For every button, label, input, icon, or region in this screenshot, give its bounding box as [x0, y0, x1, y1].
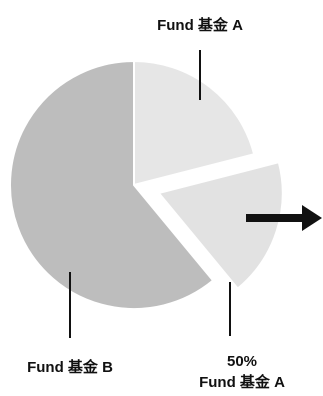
- slice-labels: Fund 基金 A 50% Fund 基金 A Fund 基金 B: [27, 16, 285, 391]
- leader-lines: [69, 50, 231, 338]
- slice-label: Fund 基金 A: [157, 16, 243, 34]
- arrow-shaft: [246, 214, 304, 222]
- pie-slice: [156, 160, 284, 290]
- arrow-head: [302, 205, 322, 231]
- slice-data-label: 50%: [227, 353, 257, 370]
- pie-slices: [9, 59, 284, 310]
- arrow-right-icon: [246, 205, 322, 231]
- slice-label: Fund 基金 A: [199, 373, 285, 391]
- slice-label: Fund 基金 B: [27, 358, 113, 376]
- pie-slice: [133, 59, 256, 187]
- pie-slice: [9, 59, 215, 310]
